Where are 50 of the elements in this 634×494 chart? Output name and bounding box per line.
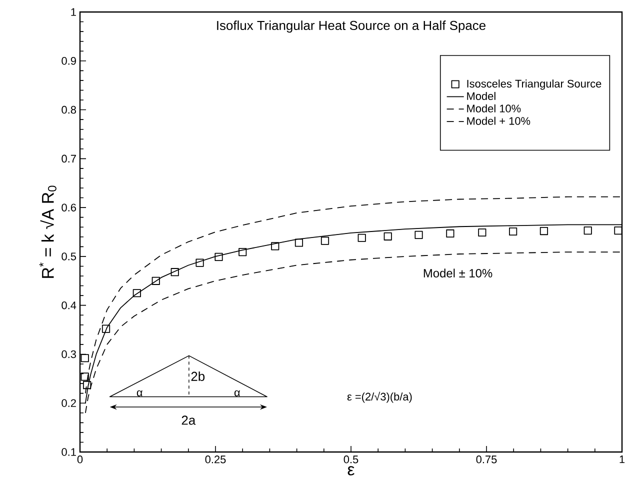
y-tick-label: 0.7 [62,154,76,163]
point [102,324,110,333]
x-tick-label: 0.75 [476,456,497,464]
point [478,228,486,237]
text: Isoflux Triangular Heat Source on a Half Space [217,20,486,33]
point [152,276,160,285]
legend-label: Isosceles Triangular Source [467,80,602,90]
y-tick-label: 0.6 [62,204,76,212]
point [80,354,89,362]
point [358,234,366,242]
y-tick-label: 0.1 [62,448,76,456]
y-tick-label: 0.2 [62,399,76,407]
point [384,232,392,240]
point [446,229,454,238]
annotation: Model ± 10% [424,268,492,278]
point [294,238,304,247]
point [196,258,204,267]
annotation: α [234,390,240,396]
point [271,242,280,250]
y-tick-label: 0.4 [62,301,76,310]
x-tick-label: 0.25 [205,456,226,464]
x-tick-label: 0 [77,456,83,464]
point [214,252,223,261]
y-tick-label: 0.9 [62,57,76,65]
point [540,226,548,236]
point [414,230,423,239]
point [80,372,89,381]
annotation: 2b [191,371,205,381]
point [238,248,247,256]
y-tick-label: 0.5 [62,252,76,260]
point [320,236,330,245]
x-tick-label: 0.5 [344,456,358,464]
y-tick-label: 0.8 [62,106,76,114]
legend-label: Model 10% [467,104,521,112]
y-tick-label: 1 [71,8,76,16]
annotation: ε =(2/√3)(b/a) [347,392,412,403]
point [132,289,141,298]
legend-label: Model [467,92,496,100]
annotation: α [136,390,142,396]
point [170,268,179,276]
annotation: 2a [182,416,196,425]
point [82,380,92,390]
x-axis-title: ε [348,466,354,476]
legend-label: Model + 10% [467,116,530,125]
point [509,227,518,236]
point [584,226,592,235]
y-axis-title: R$^{*}$ = k √A R$_{0}$ [39,186,56,278]
point [614,226,622,235]
x-tick-label: 1 [620,456,625,464]
y-tick-label: 0.3 [62,350,76,358]
